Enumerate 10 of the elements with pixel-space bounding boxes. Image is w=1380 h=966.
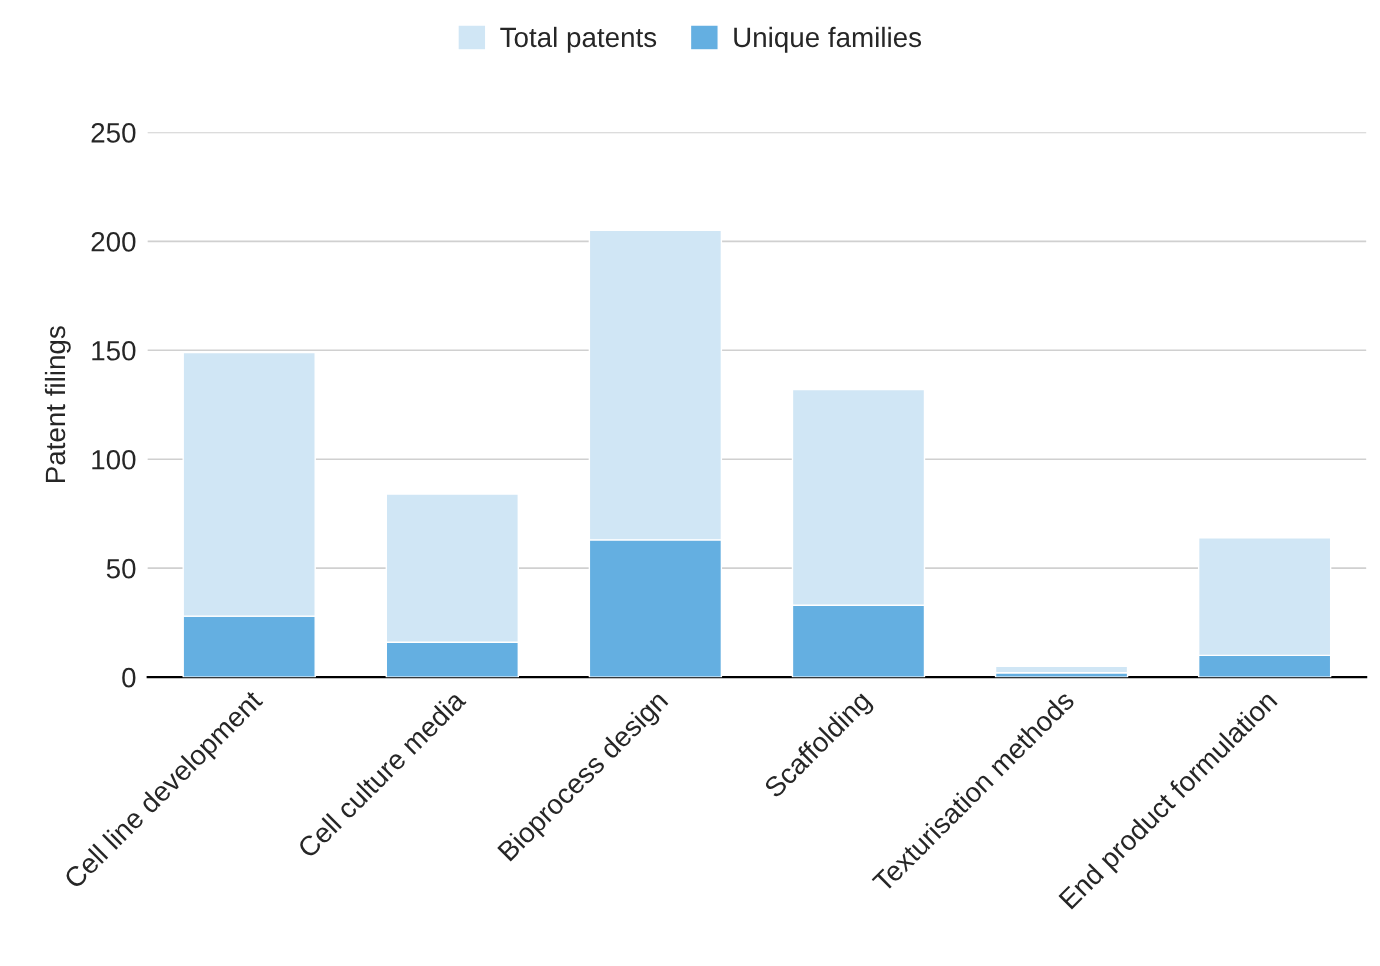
y-tick-label: 200: [91, 231, 136, 252]
legend-label: Total patents: [500, 26, 657, 53]
y-tick-label: 150: [92, 340, 136, 361]
y-tick-label: 50: [106, 558, 136, 579]
y-tick-label: 100: [92, 449, 136, 470]
y-axis-title: Patent filings: [44, 326, 71, 482]
legend-label: Unique families: [734, 26, 922, 53]
bar: [994, 665, 1129, 674]
y-tick-label: 0: [122, 667, 136, 688]
y-tick-label: 250: [91, 123, 136, 143]
